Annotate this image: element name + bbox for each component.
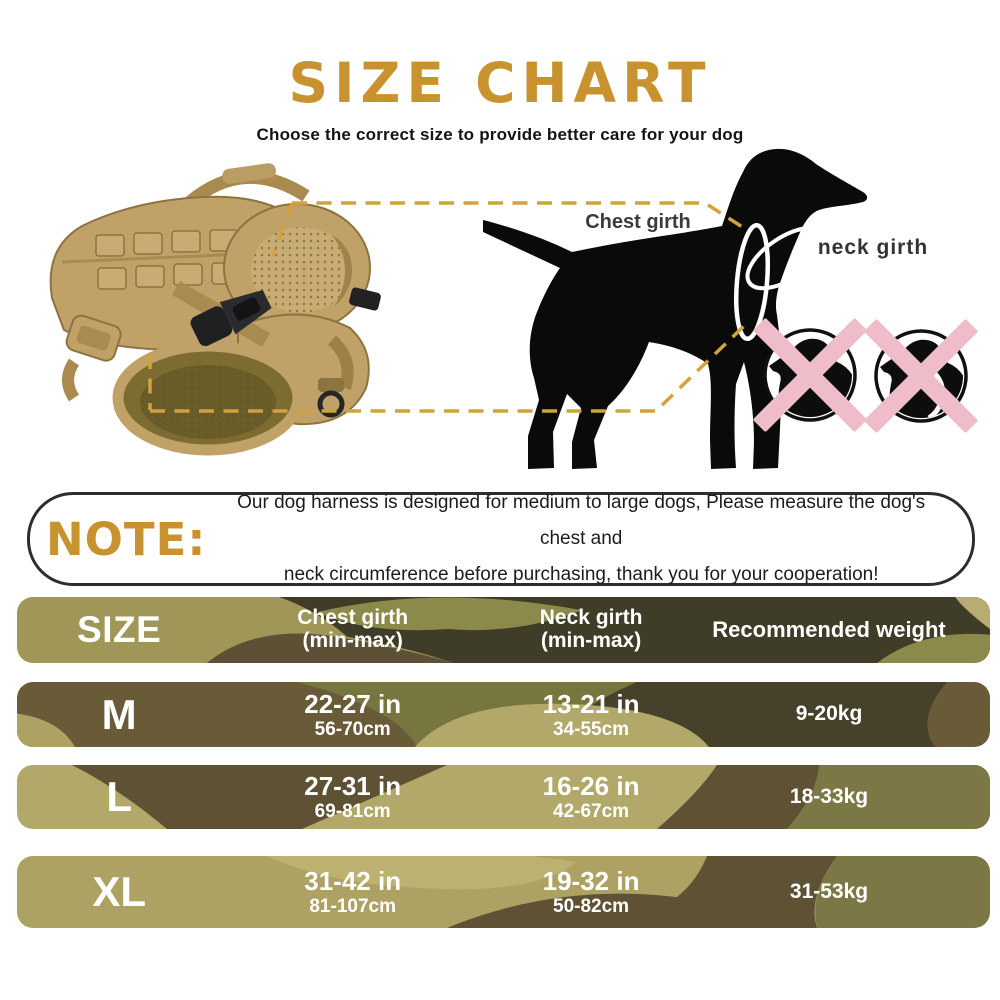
d-ring [317,390,345,418]
page-subtitle: Choose the correct size to provide bette… [256,125,744,144]
neck-cm: 42-67cm [553,801,630,822]
row-weight: 31-53kg [789,879,869,903]
neck-cm: 34-55cm [553,718,630,740]
row-chest: 31-42 in 81-107cm [221,866,484,918]
chest-girth-label: Chest girth [585,211,691,233]
note-text: Our dog harness is designed for medium t… [206,485,972,593]
wrong-position-icon-2 [864,319,978,433]
size-table-header: SIZE Chest girth (min-max) Neck girth (m… [17,597,990,663]
header-neck-line2: (min-max) [540,629,642,652]
header-chest-girth: Chest girth (min-max) [221,607,484,652]
neck-inches: 19-32 in [542,866,640,896]
row-size: L [106,773,132,821]
chest-inches: 31-42 in [304,866,402,896]
prohibited-cross-icon [753,318,867,432]
row-neck: 19-32 in 50-82cm [484,866,698,918]
row-size: M [101,690,137,738]
neck-cm: 50-82cm [553,896,630,917]
row-size: XL [92,868,146,916]
row-chest: 27-31 in 69-81cm [221,771,484,823]
neck-inches: 13-21 in [542,688,640,719]
note-label: NOTE: [46,512,207,566]
size-row-l: L 27-31 in 69-81cm 16-26 in 42-67cm 18-3… [17,765,990,829]
row-weight: 9-20kg [795,702,863,726]
wrong-position-icon-1 [753,318,867,432]
header-neck-girth: Neck girth (min-max) [484,607,698,652]
header-chest-line1: Chest girth [297,606,409,630]
callout-dashed-lines [148,201,748,413]
row-chest: 22-27 in 56-70cm [221,689,484,741]
chest-band [734,222,770,342]
header: SIZE CHART Choose the correct size to pr… [0,56,1000,145]
camo-background [17,682,990,747]
header-chest-line2: (min-max) [302,629,403,652]
row-weight: 18-33kg [789,784,869,808]
chest-cm: 81-107cm [309,896,396,917]
page-title: SIZE CHART [288,51,712,115]
header-neck-line1: Neck girth [539,606,643,630]
chest-cm: 69-81cm [314,801,391,822]
note-box: NOTE: Our dog harness is designed for me… [27,492,975,586]
row-neck: 13-21 in 34-55cm [484,689,698,741]
header-size: SIZE [77,609,162,651]
row-neck: 16-26 in 42-67cm [484,771,698,823]
chest-cm: 56-70cm [314,718,391,740]
harness-illustration [49,163,381,456]
note-line-2: neck circumference before purchasing, th… [283,564,879,585]
size-row-m: M 22-27 in 56-70cm 13-21 in 34-55cm 9-20… [17,682,990,747]
tan-buckle [65,314,122,362]
header-weight: Recommended weight [712,617,946,643]
prohibited-cross-icon [864,319,978,433]
measurement-diagram: Chest girth neck girth [49,148,978,470]
chest-inches: 27-31 in [304,771,402,801]
camo-background [17,597,990,663]
neck-inches: 16-26 in [542,771,640,801]
chest-inches: 22-27 in [304,688,402,719]
neck-girth-label: neck girth [818,236,928,259]
camo-background [17,765,990,829]
size-row-xl: XL 31-42 in 81-107cm 19-32 in 50-82cm 31… [17,856,990,928]
note-line-1: Our dog harness is designed for medium t… [237,492,926,549]
black-buckle [190,289,272,347]
camo-background [17,856,990,928]
neck-band [745,225,829,291]
